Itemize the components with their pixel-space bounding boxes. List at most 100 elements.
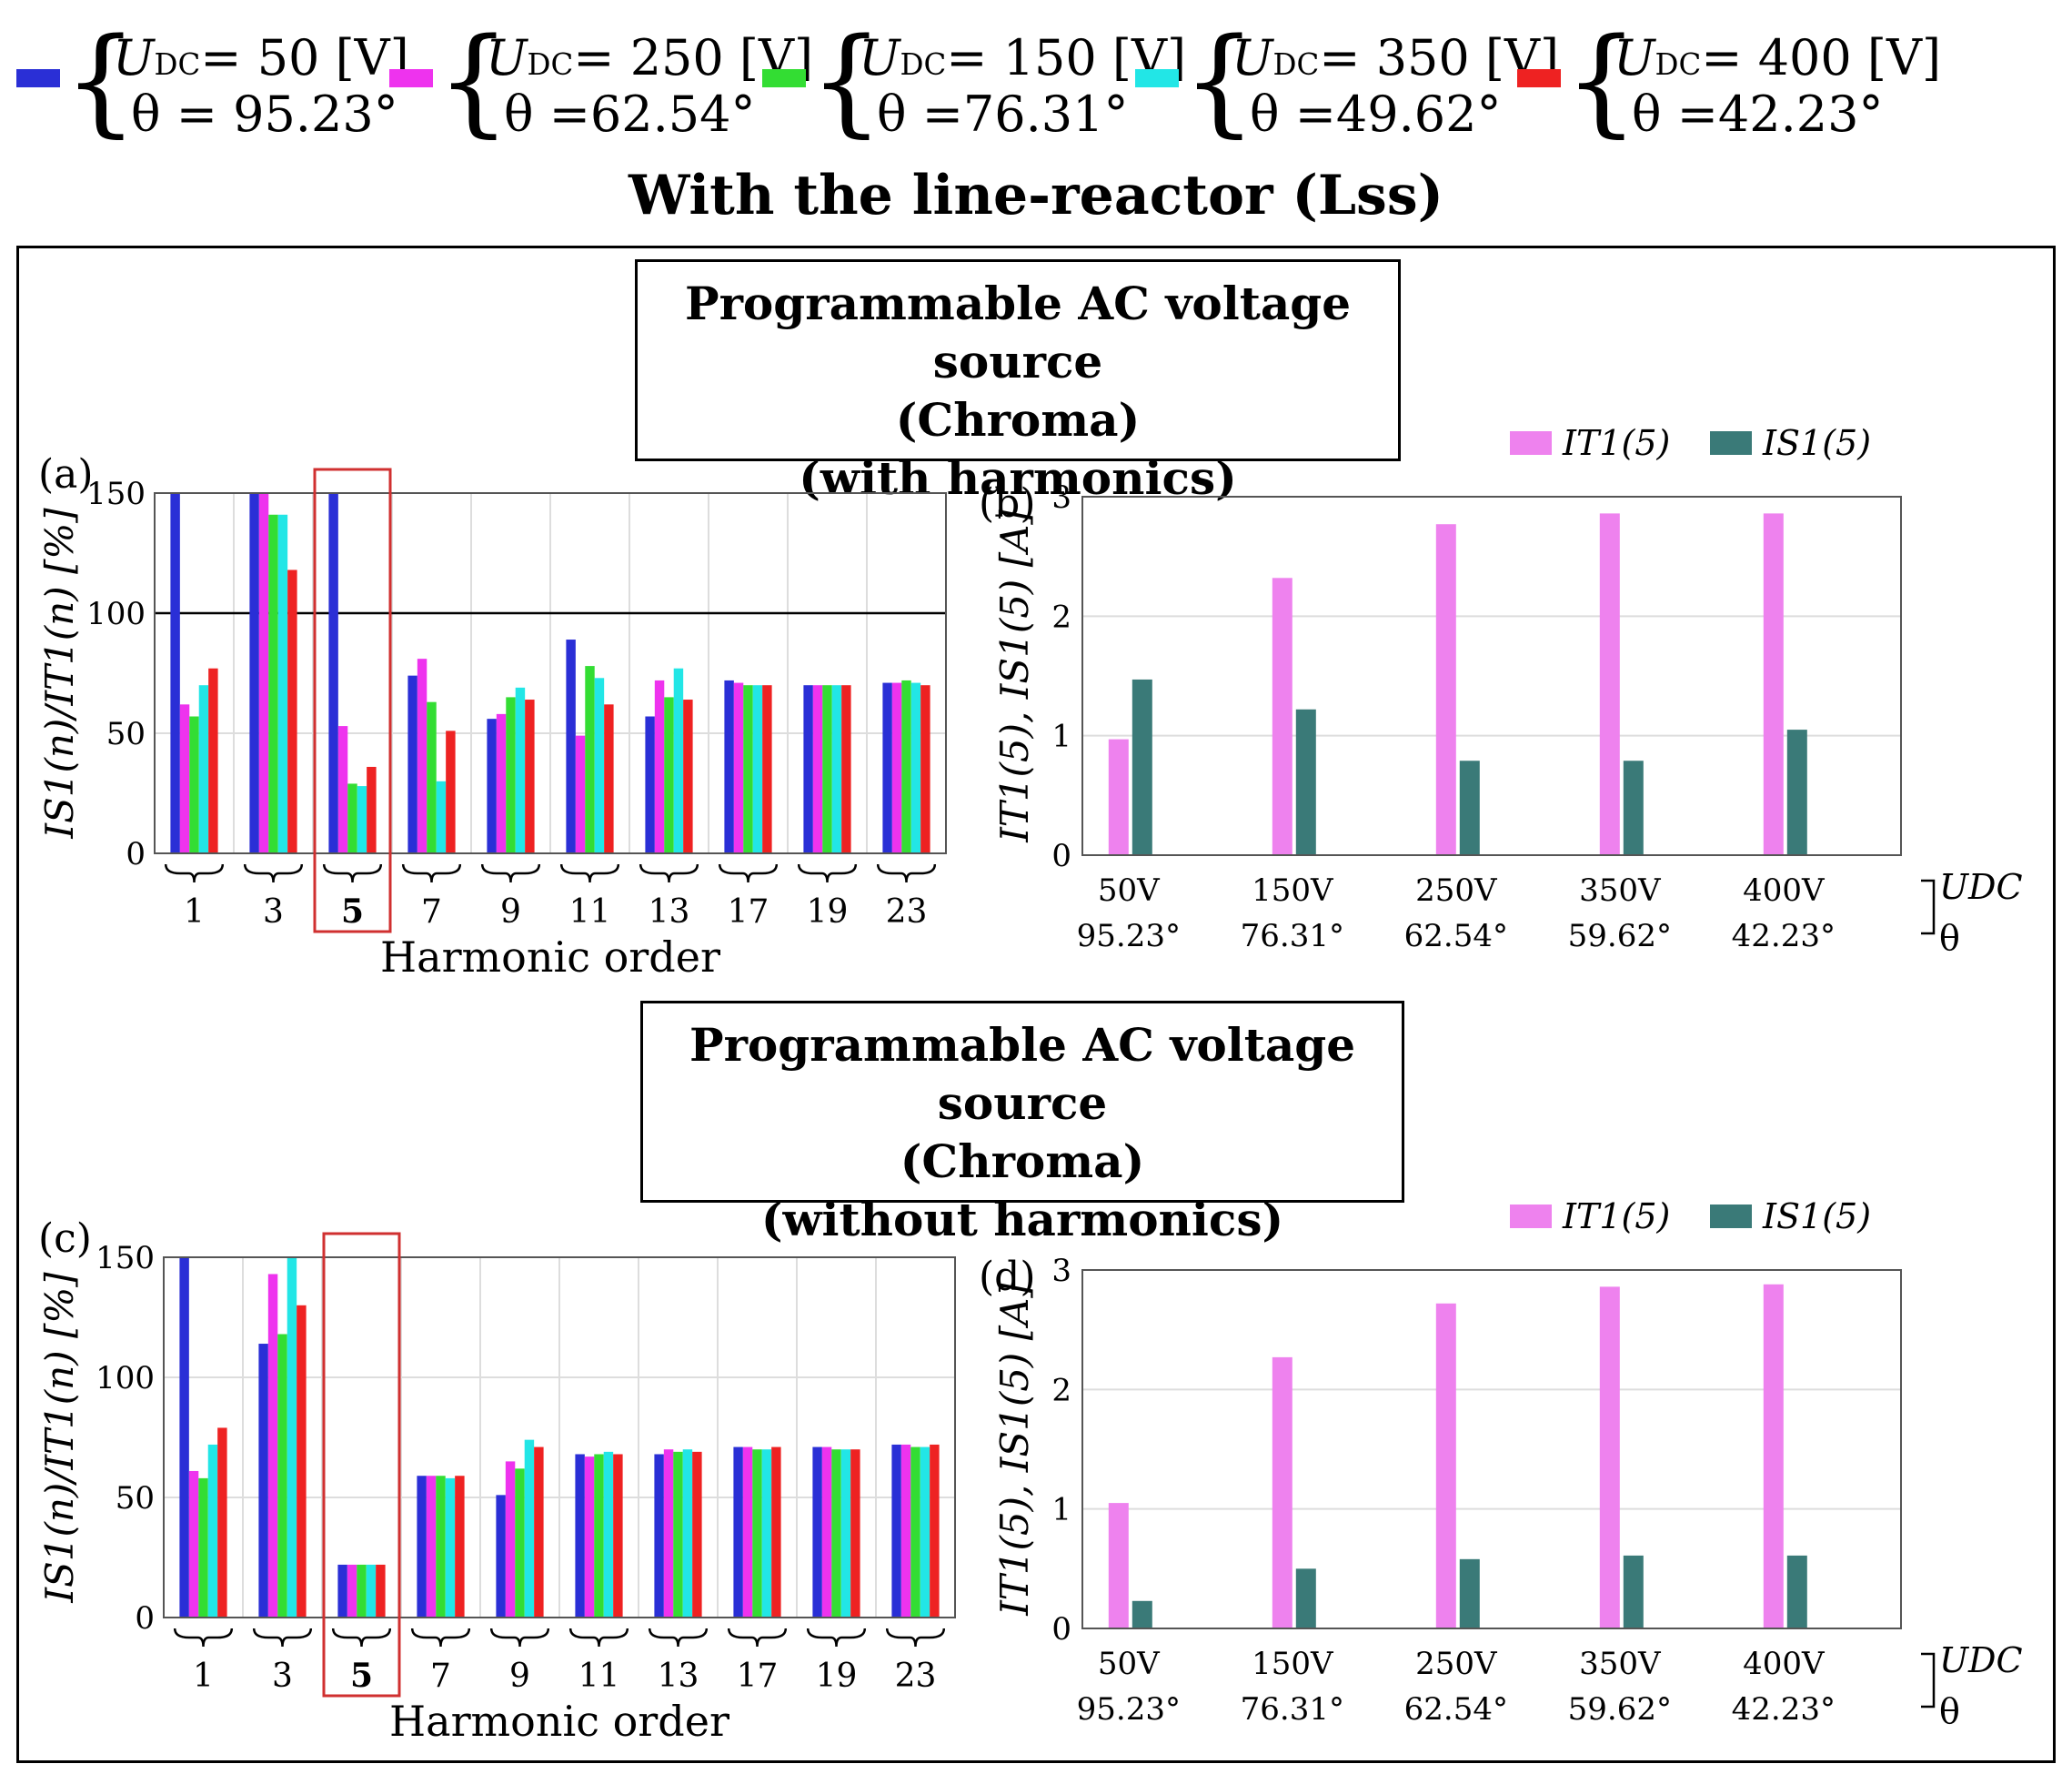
- bar-50v: [407, 675, 417, 853]
- brace-icon: {: [1564, 14, 1639, 149]
- bar-350v: [207, 1444, 218, 1618]
- bar-50v: [882, 682, 892, 853]
- bar-400v: [762, 685, 772, 853]
- brace-icon: [639, 863, 699, 883]
- brace-icon: [559, 863, 620, 883]
- bar-150v: [267, 1274, 278, 1618]
- bar-250v: [268, 514, 278, 853]
- brace-icon: [727, 1628, 788, 1648]
- y-tick-label: 100: [86, 596, 146, 632]
- x-tick-label: 7: [421, 893, 442, 931]
- legend-swatch: [16, 69, 60, 87]
- bar-400v: [920, 685, 930, 853]
- x-tick-label-voltage: 250V: [1415, 872, 1498, 909]
- bar-400v: [217, 1427, 227, 1618]
- bar-350v: [445, 1477, 456, 1618]
- bar-350v: [515, 687, 526, 853]
- x-tick-label-voltage: 150V: [1252, 1646, 1334, 1682]
- bar-400v: [446, 731, 456, 853]
- bar-150v: [891, 682, 902, 853]
- bar-50v: [258, 1344, 268, 1618]
- bar-350v: [287, 1257, 297, 1618]
- y-tick-label: 1: [1051, 719, 1071, 755]
- legend-udc: UDC= 400 [V]: [1614, 29, 1942, 86]
- bar-250v: [357, 1564, 367, 1618]
- bar-350v: [682, 1449, 693, 1618]
- bar-250v: [752, 1449, 762, 1618]
- source-title: Programmable AC voltage source: [689, 1018, 1356, 1130]
- bar-it1-5: [1272, 578, 1292, 855]
- brace-icon: [885, 1628, 946, 1648]
- bar-50v: [566, 640, 576, 853]
- y-tick-label: 100: [96, 1360, 155, 1396]
- x-tick-label-angle: 42.23°: [1732, 1691, 1836, 1728]
- legend-label: IS1(5): [1762, 428, 1871, 463]
- plot-frame: [1081, 1269, 1902, 1629]
- figure-frame: [16, 246, 2056, 1763]
- y-tick-label: 150: [96, 1240, 155, 1276]
- bar-it1-5: [1272, 1356, 1292, 1628]
- legend-swatch: [1710, 1205, 1752, 1228]
- brace-icon: [648, 1628, 709, 1648]
- bracket-label-theta: θ: [1939, 1691, 1960, 1731]
- legend-swatch: [1135, 69, 1179, 87]
- bar-400v: [771, 1446, 781, 1618]
- x-tick-label: 11: [569, 893, 611, 931]
- x-tick-label-angle: 62.54°: [1404, 918, 1508, 954]
- bar-it1-5: [1763, 513, 1784, 855]
- x-tick-label-voltage: 50V: [1098, 1646, 1161, 1682]
- bar-150v: [900, 1444, 911, 1618]
- bar-50v: [179, 1257, 189, 1618]
- legend-swatch: [1510, 1205, 1552, 1228]
- x-tick-label-voltage: 400V: [1743, 1646, 1826, 1682]
- bar-150v: [654, 680, 665, 853]
- brace-icon: {: [810, 14, 884, 149]
- x-tick-label: 17: [737, 1658, 779, 1695]
- bar-150v: [821, 1446, 832, 1618]
- bar-350v: [920, 1446, 930, 1618]
- x-tick-label-angle: 62.54°: [1404, 1691, 1508, 1728]
- bar-50v: [249, 493, 259, 853]
- x-tick-label-angle: 76.31°: [1241, 1691, 1344, 1728]
- bar-250v: [743, 685, 753, 853]
- bracket-label-udc: UDC: [1939, 867, 2023, 907]
- x-tick-label-voltage: 250V: [1415, 1646, 1498, 1682]
- brace-icon: [797, 863, 858, 883]
- source-subtitle: (Chroma): [895, 393, 1141, 447]
- bar-150v: [505, 1461, 516, 1618]
- bar-150v: [258, 493, 269, 853]
- bar-is1-5: [1623, 1555, 1644, 1628]
- x-tick-label: 19: [816, 1658, 858, 1695]
- legend-udc: UDC= 150 [V]: [859, 29, 1187, 86]
- y-axis-label: IS1(n)/IT1(n) [%]: [37, 1272, 82, 1604]
- bar-400v: [455, 1476, 465, 1618]
- bar-400v: [376, 1564, 386, 1618]
- y-axis-label: IS1(n)/IT1(n) [%]: [37, 508, 82, 840]
- brace-icon: [876, 863, 937, 883]
- bar-250v: [822, 685, 832, 853]
- bar-50v: [803, 685, 813, 853]
- bar-50v: [337, 1564, 347, 1618]
- legend-swatch: [1710, 431, 1752, 455]
- y-tick-label: 3: [1051, 1253, 1071, 1289]
- y-tick-label: 3: [1051, 479, 1071, 516]
- bar-400v: [841, 685, 851, 853]
- x-tick-label-angle: 76.31°: [1241, 918, 1344, 954]
- plot-frame: [163, 1256, 956, 1618]
- x-tick-label: 9: [509, 1658, 530, 1695]
- bar-350v: [594, 678, 605, 853]
- y-tick-label: 150: [86, 476, 146, 512]
- legend-swatch: [1517, 69, 1561, 87]
- x-tick-label: 23: [895, 1658, 937, 1695]
- bar-250v: [515, 1468, 525, 1618]
- chart-d-fifth-harmonic-current: 012350V95.23°150V76.31°250V62.54°350V59.…: [979, 1201, 2023, 1731]
- x-tick-label: 11: [578, 1658, 620, 1695]
- source-title: Programmable AC voltage source: [684, 277, 1352, 388]
- bar-is1-5: [1623, 761, 1644, 855]
- bracket-label-theta: θ: [1939, 918, 1960, 958]
- x-tick-label-angle: 59.62°: [1568, 1691, 1672, 1728]
- x-tick-label-angle: 59.62°: [1568, 918, 1672, 954]
- y-tick-label: 0: [1051, 838, 1071, 874]
- legend-udc: UDC= 50 [V]: [113, 29, 409, 86]
